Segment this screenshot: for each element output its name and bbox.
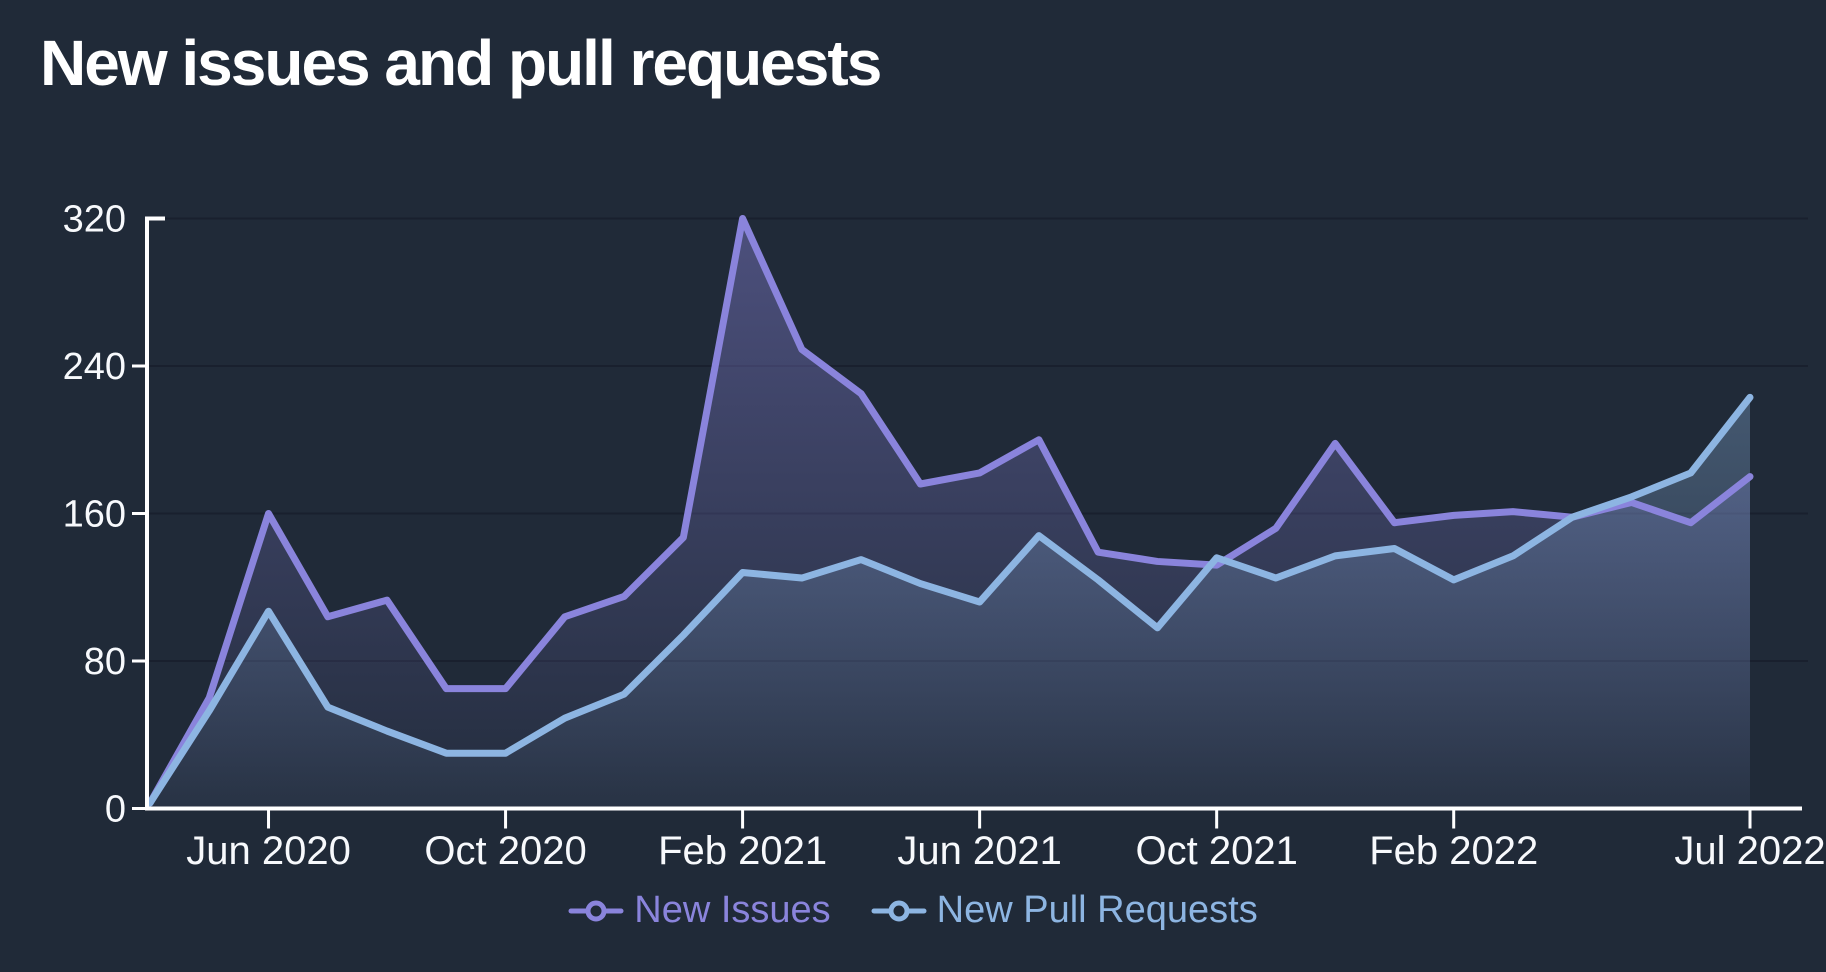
- y-tick-label-0: 0: [105, 789, 126, 831]
- chart-title: New issues and pull requests: [40, 27, 882, 99]
- pull-requests-area: [150, 397, 1750, 809]
- x-tick-label-22: Feb 2022: [1369, 829, 1538, 873]
- x-tick-label-18: Oct 2021: [1136, 829, 1298, 873]
- legend-item-new-pull-requests[interactable]: New Pull Requests: [871, 889, 1258, 932]
- y-tick-label-80: 80: [84, 641, 126, 683]
- legend-label-new-issues: New Issues: [634, 889, 831, 931]
- chart-legend: New Issues New Pull Requests: [0, 889, 1826, 932]
- x-tick-label-14: Jun 2021: [897, 829, 1062, 873]
- pull-requests-line[interactable]: [146, 393, 1754, 807]
- x-tick-label-10: Feb 2021: [658, 829, 827, 873]
- y-tick-label-320: 320: [63, 199, 126, 241]
- line-dot-marker-icon: [871, 900, 927, 921]
- y-tick-label-240: 240: [63, 346, 126, 388]
- x-tick-label-6: Oct 2020: [424, 829, 586, 873]
- x-tick-label-27: Jul 2022: [1674, 829, 1825, 873]
- x-tick-label-2: Jun 2020: [186, 829, 351, 873]
- issues-line[interactable]: [146, 215, 1754, 807]
- legend-label-new-pull-requests: New Pull Requests: [936, 889, 1258, 931]
- legend-item-new-issues[interactable]: New Issues: [568, 889, 831, 932]
- line-dot-marker-icon: [568, 900, 624, 921]
- y-tick-label-160: 160: [63, 494, 126, 536]
